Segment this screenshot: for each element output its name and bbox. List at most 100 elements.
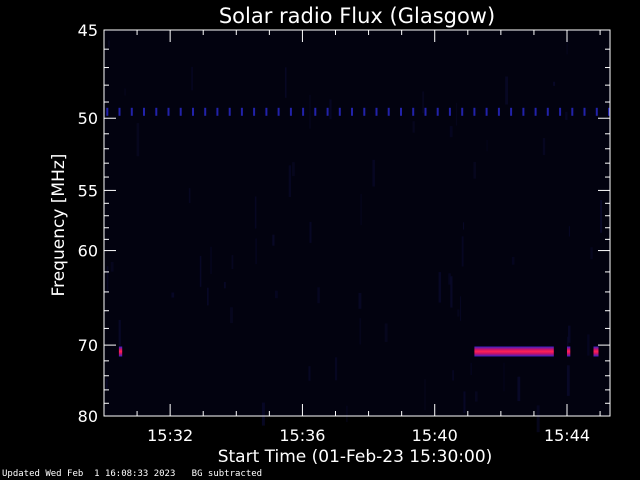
noise-streak [124,88,126,96]
noise-streak [309,94,311,129]
interference-dot [412,107,415,116]
interference-dot [167,107,170,116]
noise-streak [422,91,425,114]
noise-streak [449,126,453,138]
noise-streak [486,139,488,152]
noise-streak [255,238,257,265]
y-tick-label: 50 [78,109,98,128]
interference-dot [559,107,562,116]
interference-dot [338,107,341,116]
noise-streak [424,379,426,411]
x-tick-label: 15:36 [279,426,325,445]
background-noise [106,38,603,433]
noise-streak [566,38,568,55]
x-tick-label: 15:32 [147,426,193,445]
y-tick-label: 70 [78,336,98,355]
noise-streak [199,255,202,287]
radio-burst [593,346,599,357]
interference-dot [179,107,182,116]
noise-streak [452,370,454,381]
interference-dot [155,107,158,116]
interference-dot [216,107,219,116]
x-tick-label: 15:44 [544,426,590,445]
interference-dot [277,107,280,116]
noise-streak [110,261,114,272]
noise-streak [191,66,193,91]
noise-streak [412,121,415,133]
noise-streak [455,102,458,126]
plot-frame [103,29,611,417]
interference-dot [461,107,464,116]
interference-dot [473,107,476,116]
interference-dot [326,107,329,116]
noise-streak [231,255,234,269]
noise-streak [360,193,362,226]
y-tick-label: 60 [78,242,98,261]
interference-dot [424,107,427,116]
interference-dot [228,107,231,116]
noise-streak [210,246,212,274]
x-axis-label: Start Time (01-Feb-23 15:30:00) [218,447,493,467]
bg-subtracted-note: BG subtracted [191,469,263,479]
interference-dot [375,107,378,116]
y-axis-label: Frequency [MHz] [49,154,69,297]
y-tick-label: 80 [78,407,98,426]
y-tick-label: 45 [78,21,98,40]
interference-dot [253,107,256,116]
noise-streak [284,67,287,98]
noise-streak [600,200,603,233]
interference-dot [204,107,207,116]
noise-streak [448,273,451,285]
axis-ticks: 15:32 15:36 15:40 15:44 45 50 55 60 70 80 [78,21,610,445]
noise-streak [308,366,311,381]
chart-title: Solar radio Flux (Glasgow) [219,4,495,28]
noise-streak [207,287,209,306]
noise-streak [461,236,464,267]
interference-dot [314,107,317,116]
noise-streak [511,256,515,265]
noise-streak [565,111,568,120]
noise-streak [288,165,291,197]
y-tick-label: 55 [78,181,98,200]
interference-dot [485,107,488,116]
interference-dot [118,107,121,116]
noise-streak [118,319,121,346]
noise-streak [590,247,593,260]
noise-streak [372,159,375,187]
noise-streak [384,323,388,342]
interference-dot [448,107,451,116]
noise-streak [309,221,312,243]
interference-dot [240,107,243,116]
interference-dot [289,107,292,116]
noise-streak [450,276,453,308]
interference-dot [387,107,390,116]
noise-streak [473,162,476,179]
noise-streak [457,309,460,317]
interference-dot [497,107,500,116]
noise-streak [475,391,478,402]
interference-dot [510,107,513,116]
noise-streak [292,162,295,177]
noise-streak [567,336,569,357]
noise-streak [587,334,590,356]
noise-streak [223,282,226,289]
spectrogram-features [106,107,610,357]
noise-streak [261,402,265,426]
noise-streak [470,362,472,375]
noise-streak [171,292,175,298]
noise-streak [346,405,348,423]
interference-dot [608,107,610,116]
noise-streak [108,40,110,47]
interference-dot [265,107,268,116]
noise-streak [517,376,521,402]
interference-dot [106,107,109,116]
interference-dot [400,107,402,116]
interference-dot [143,107,145,116]
interference-dot [130,107,133,116]
noise-streak [230,307,233,324]
interference-dot [522,107,525,116]
noise-streak [503,362,505,392]
plot-area [104,30,610,416]
